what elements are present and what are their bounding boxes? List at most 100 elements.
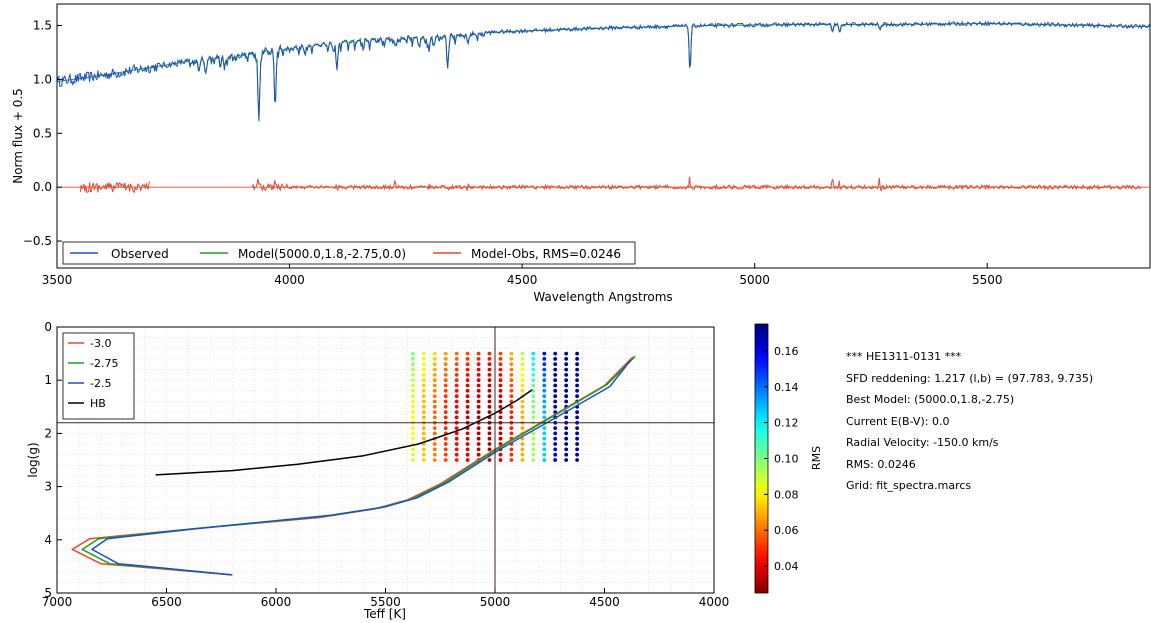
grid-point <box>542 388 547 393</box>
hr-x-tick-label: 5000 <box>480 595 511 609</box>
spectrum-x-axis-label: Wavelength Angstroms <box>533 290 672 304</box>
grid-point <box>498 452 503 457</box>
grid-point <box>476 357 481 361</box>
grid-point <box>487 357 492 361</box>
grid-point <box>498 404 503 409</box>
grid-point <box>553 452 558 457</box>
grid-point <box>520 367 525 372</box>
grid-point <box>509 351 514 356</box>
hr-y-tick-label: 1 <box>44 373 52 387</box>
grid-point <box>454 378 459 383</box>
grid-point <box>443 442 448 446</box>
grid-point <box>553 399 558 404</box>
grid-point <box>575 415 579 420</box>
info-current-ebv: Current E(B-V): 0.0 <box>846 414 950 428</box>
grid-point <box>509 394 514 399</box>
grid-point <box>531 394 536 399</box>
grid-point <box>454 367 459 372</box>
grid-point <box>487 436 492 441</box>
grid-point <box>509 426 514 430</box>
grid-point <box>454 373 459 377</box>
grid-point <box>498 367 503 372</box>
grid-point <box>553 378 558 383</box>
grid-point <box>553 447 558 452</box>
colorbar-tick-label: 0.16 <box>774 345 799 358</box>
grid-point <box>443 410 448 414</box>
grid-point <box>465 431 470 436</box>
grid-point <box>476 447 481 452</box>
grid-point <box>465 404 470 409</box>
grid-point <box>542 404 547 409</box>
grid-point <box>487 383 492 388</box>
grid-point <box>575 351 579 356</box>
grid-point <box>487 410 492 414</box>
grid-point <box>411 458 415 462</box>
grid-point <box>476 431 481 436</box>
grid-point <box>432 442 437 446</box>
grid-point <box>421 404 426 409</box>
grid-point <box>542 436 547 441</box>
hr-x-tick-label: 5500 <box>370 595 401 609</box>
legend-label-residual: Model-Obs, RMS=0.0246 <box>471 247 621 261</box>
grid-point <box>564 431 569 436</box>
hr-diagram-plot: 7000 6500 6000 5500 5000 4500 4000 0 1 2 3 4 5 log(g… <box>26 320 729 621</box>
grid-point <box>531 431 536 436</box>
grid-point <box>509 458 514 462</box>
grid-point <box>432 373 437 377</box>
grid-point <box>411 452 415 457</box>
grid-point <box>498 394 503 399</box>
grid-point <box>465 383 470 388</box>
grid-point <box>465 442 470 446</box>
grid-point <box>520 378 525 383</box>
grid-point <box>487 351 492 356</box>
grid-point <box>487 399 492 404</box>
grid-point <box>487 362 492 367</box>
grid-point <box>531 415 536 420</box>
grid-point <box>575 383 579 388</box>
grid-point <box>487 378 492 383</box>
grid-point <box>476 362 481 367</box>
grid-point <box>443 399 448 404</box>
grid-point <box>553 383 558 388</box>
grid-point <box>487 447 492 452</box>
grid-point <box>421 383 426 388</box>
colorbar-tick-label: 0.14 <box>774 381 799 394</box>
grid-point <box>421 447 426 452</box>
grid-point <box>421 367 426 372</box>
grid-point <box>575 452 579 457</box>
grid-point <box>564 388 569 393</box>
info-best-model: Best Model: (5000.0,1.8,-2.75) <box>846 393 1015 406</box>
grid-point <box>432 431 437 436</box>
spectrum-y-tick-label: 0.0 <box>33 180 52 194</box>
hr-y-tick-label: 4 <box>44 533 52 547</box>
grid-point <box>498 458 503 462</box>
grid-point <box>432 357 437 361</box>
grid-point <box>432 410 437 414</box>
hr-x-axis-label: Teff [K] <box>363 607 406 621</box>
grid-point <box>411 383 415 388</box>
grid-point <box>553 431 558 436</box>
grid-point <box>553 357 558 361</box>
grid-point <box>531 383 536 388</box>
grid-point <box>432 378 437 383</box>
grid-point <box>531 388 536 393</box>
grid-point <box>421 415 426 420</box>
grid-point <box>564 452 569 457</box>
grid-point <box>542 431 547 436</box>
grid-point <box>476 410 481 414</box>
grid-point <box>487 426 492 430</box>
grid-point <box>509 415 514 420</box>
grid-point <box>454 447 459 452</box>
grid-point <box>421 362 426 367</box>
grid-point <box>432 415 437 420</box>
fit-info-panel: *** HE1311-0131 *** SFD reddening: 1.217… <box>846 346 1093 497</box>
grid-point <box>498 351 503 356</box>
grid-point <box>553 351 558 356</box>
grid-point <box>531 442 536 446</box>
grid-point <box>487 373 492 377</box>
grid-point <box>509 388 514 393</box>
grid-point <box>564 447 569 452</box>
grid-point <box>411 357 415 361</box>
grid-point <box>465 399 470 404</box>
rms-colorbar: 0.04 0.06 0.08 0.10 0.12 0.14 0.16 RMS <box>754 323 823 594</box>
